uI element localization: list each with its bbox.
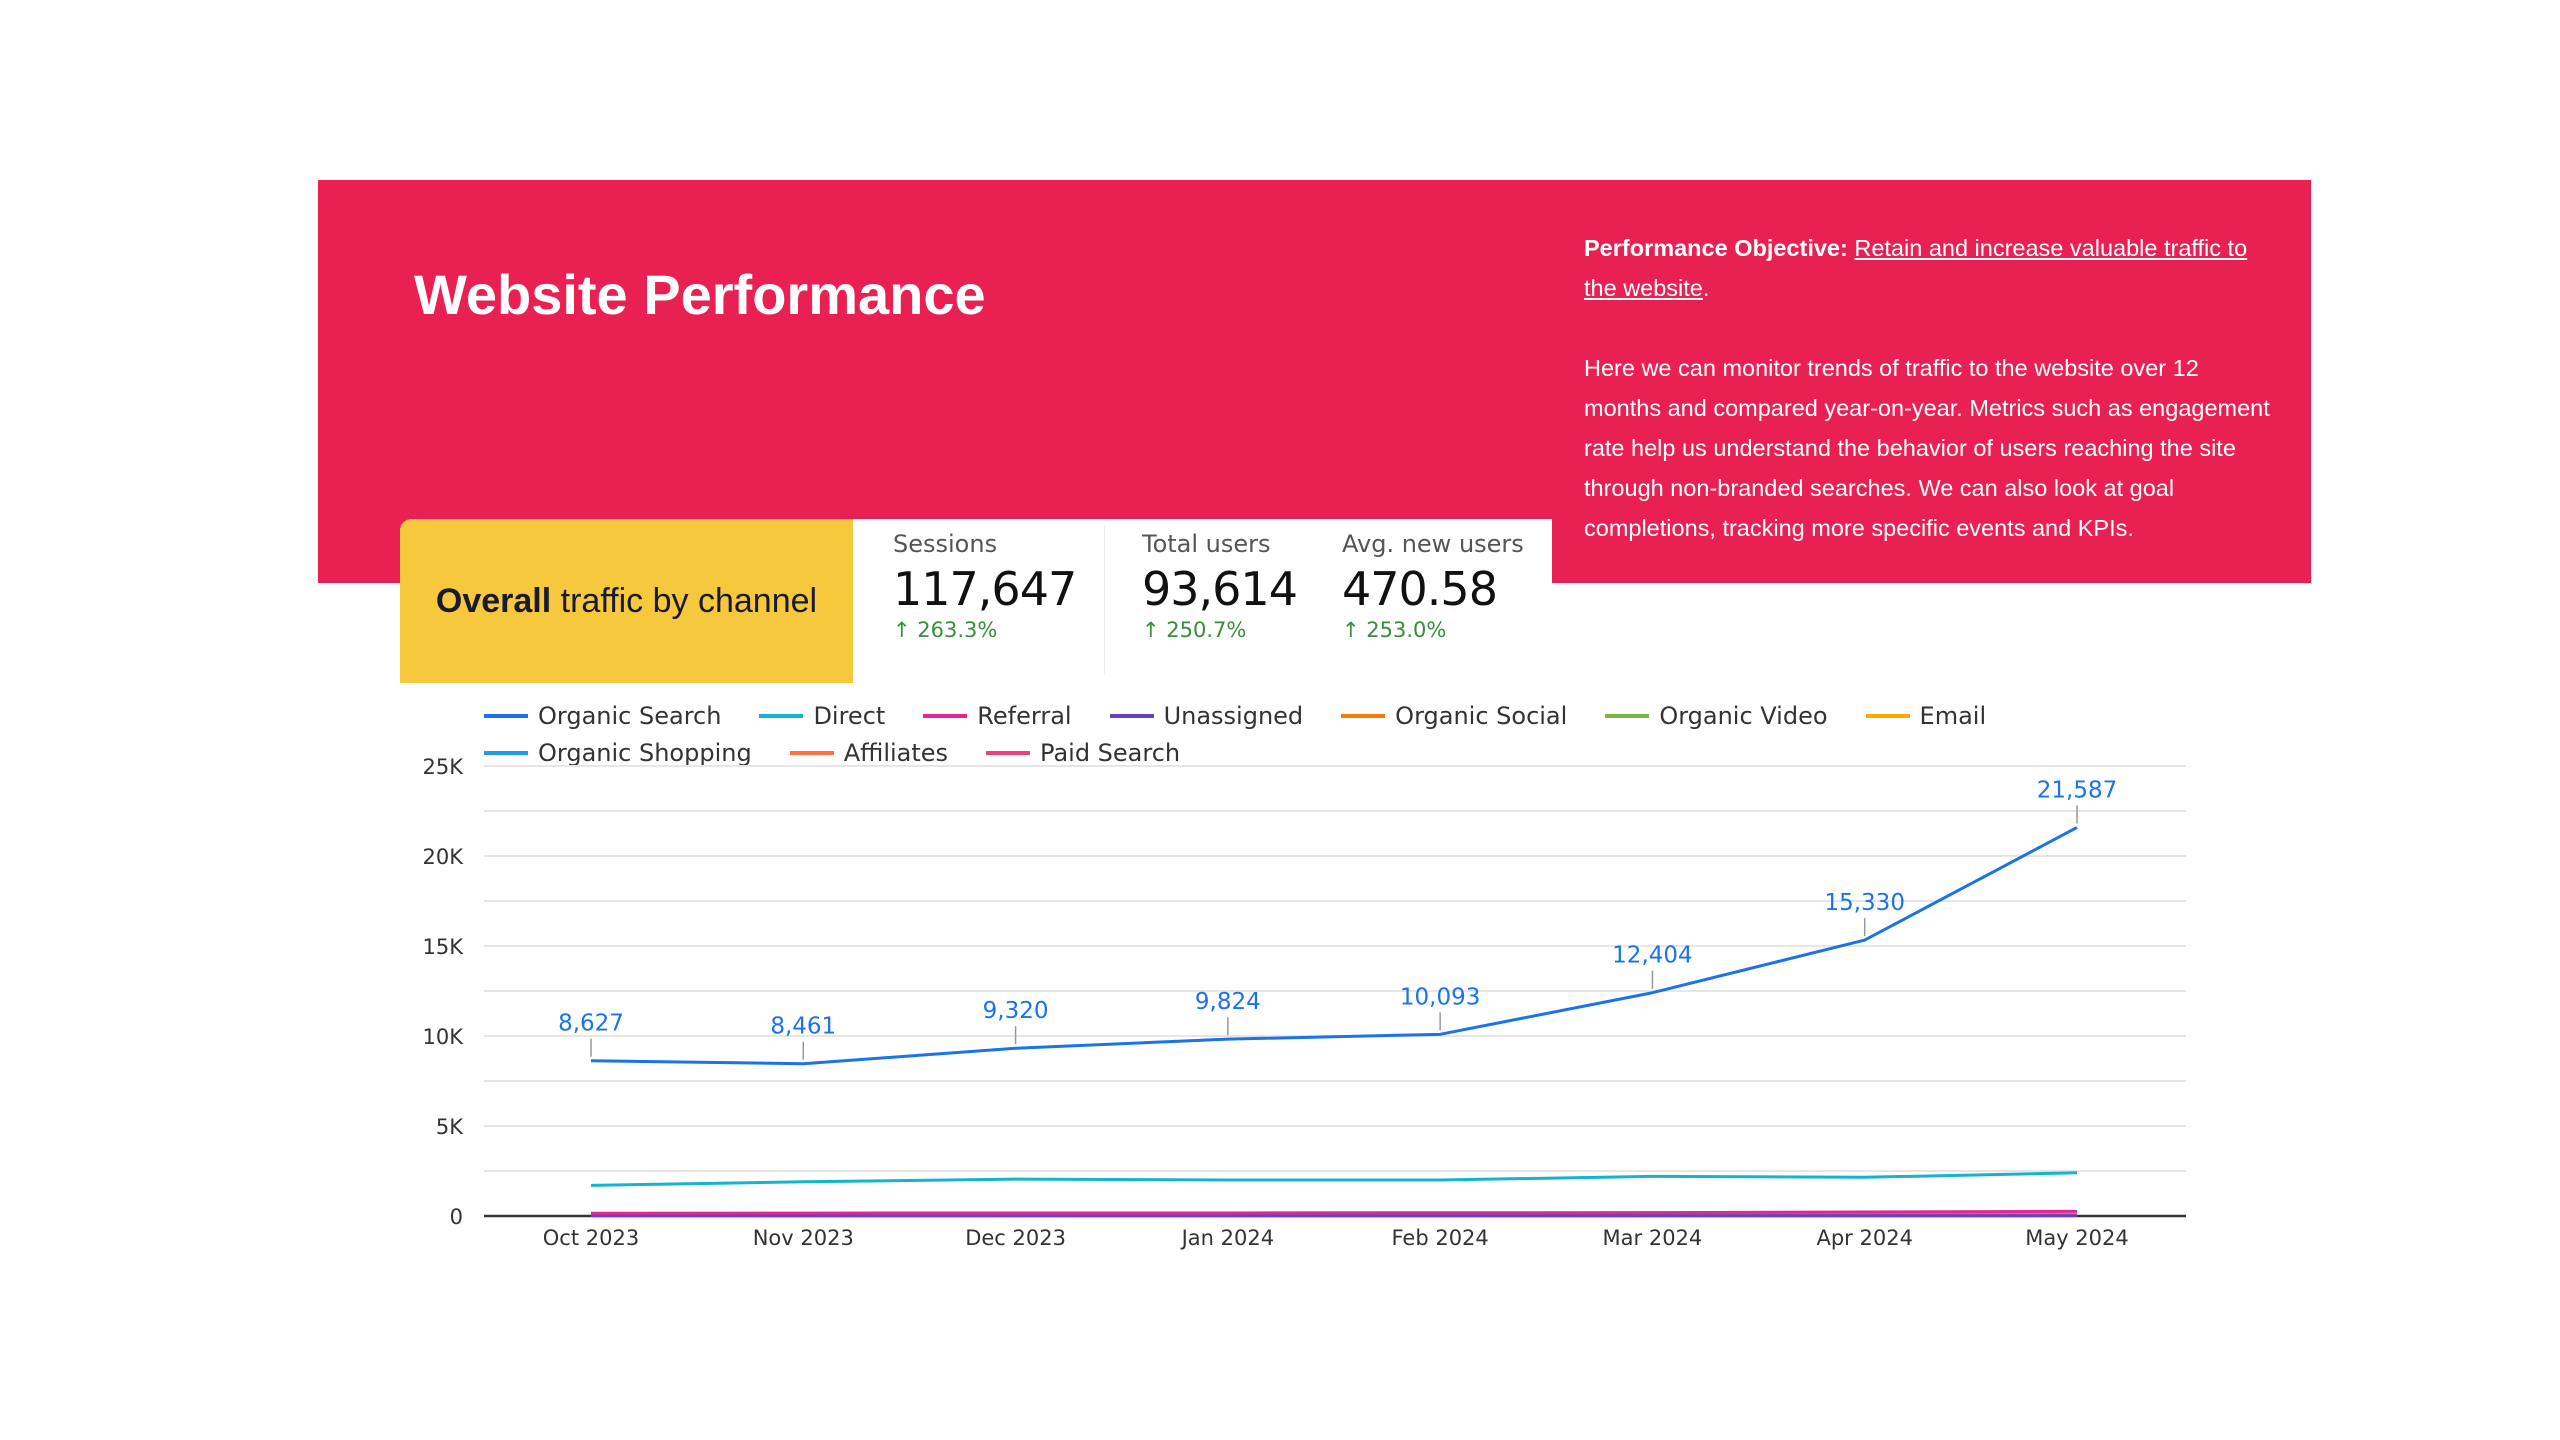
x-tick-label: Jan 2024: [1180, 1226, 1275, 1250]
legend-label: Organic Shopping: [538, 739, 752, 767]
arrow-up-icon: ↑: [1342, 618, 1360, 642]
page-title: Website Performance: [414, 263, 986, 326]
series-line-direct: [590, 1171, 2078, 1187]
arrow-up-icon: ↑: [893, 618, 911, 642]
legend-item[interactable]: Affiliates: [789, 736, 949, 770]
data-label: 9,824: [1195, 989, 1261, 1015]
legend-swatch: [1605, 714, 1650, 718]
data-label: 8,627: [558, 1011, 624, 1037]
legend-swatch: [1341, 714, 1386, 718]
header-banner: [318, 180, 2311, 583]
y-tick-label: 20K: [423, 845, 465, 869]
legend-item[interactable]: Organic Video: [1605, 699, 1828, 733]
data-label: 9,320: [983, 998, 1049, 1024]
objective-label: Performance Objective:: [1584, 235, 1848, 261]
legend-swatch: [759, 714, 804, 718]
chart-legend: Organic Search Direct Referral Unassigned Or…: [484, 696, 2044, 770]
legend-item[interactable]: Direct: [759, 699, 885, 733]
stat-sessions: Sessions 117,647 ↑ 263.3%: [893, 530, 1077, 642]
legend-swatch: [789, 751, 834, 755]
legend-swatch: [484, 714, 528, 718]
legend-swatch: [484, 751, 528, 755]
y-tick-label: 15K: [423, 935, 465, 959]
legend-label: Organic Search: [538, 702, 722, 730]
section-title: Overall traffic by channel: [400, 519, 853, 683]
data-label: 10,093: [1400, 984, 1480, 1010]
legend-label: Organic Social: [1395, 702, 1568, 730]
legend-label: Affiliates: [843, 739, 949, 767]
stat-change-value: 263.3%: [917, 618, 998, 642]
description: Performance Objective: Retain and increa…: [1584, 228, 2274, 588]
stat-change-value: 250.7%: [1166, 618, 1247, 642]
x-tick-label: May 2024: [2025, 1226, 2129, 1250]
y-tick-label: 25K: [423, 755, 465, 779]
stat-label: Total users: [1142, 530, 1271, 558]
y-tick-label: 5K: [436, 1115, 464, 1139]
arrow-up-icon: ↑: [1142, 618, 1160, 642]
legend-item[interactable]: Organic Shopping: [484, 736, 752, 770]
series-line-referral: [590, 1209, 2078, 1215]
legend-swatch: [1865, 714, 1910, 718]
data-label: 12,404: [1612, 943, 1692, 969]
y-tick-label: 10K: [423, 1025, 465, 1049]
stat-avg-new-users: Avg. new users 470.58 ↑ 253.0%: [1342, 530, 1524, 642]
stat-label: Avg. new users: [1342, 530, 1524, 558]
legend-item[interactable]: Unassigned: [1109, 699, 1304, 733]
stat-total-users: Total users 93,614 ↑ 250.7%: [1142, 530, 1298, 642]
x-tick-label: Dec 2023: [965, 1226, 1066, 1250]
legend-item[interactable]: Referral: [923, 699, 1072, 733]
legend-label: Referral: [977, 702, 1072, 730]
stat-change: ↑ 250.7%: [1142, 618, 1297, 642]
legend-swatch: [1109, 714, 1154, 718]
section-title-bold: Overall: [435, 581, 552, 620]
stat-label: Sessions: [893, 530, 998, 558]
objective-end: .: [1702, 275, 1710, 301]
stat-value: 470.58: [1342, 562, 1498, 616]
divider: [1104, 525, 1105, 675]
x-tick-label: Nov 2023: [753, 1226, 854, 1250]
x-tick-label: Feb 2024: [1391, 1226, 1488, 1250]
objective-link[interactable]: Retain and increase valuable traffic to …: [1584, 235, 2248, 301]
data-label: 21,587: [2037, 777, 2117, 803]
legend-label: Unassigned: [1163, 702, 1304, 730]
legend-swatch: [986, 751, 1031, 755]
stat-change-value: 253.0%: [1366, 618, 1447, 642]
legend-swatch: [923, 714, 968, 718]
description-text: Here we can monitor trends of traffic to…: [1584, 355, 2270, 541]
legend-label: Paid Search: [1040, 739, 1181, 767]
legend-item[interactable]: Paid Search: [986, 736, 1180, 770]
legend-item[interactable]: Email: [1865, 699, 1987, 733]
stat-value: 93,614: [1142, 562, 1298, 616]
legend-item[interactable]: Organic Search: [484, 699, 721, 733]
data-label: 15,330: [1824, 890, 1904, 916]
legend-item[interactable]: Organic Social: [1341, 699, 1567, 733]
x-tick-label: Apr 2024: [1816, 1226, 1912, 1250]
stat-change: ↑ 263.3%: [893, 618, 1076, 642]
x-tick-label: Oct 2023: [543, 1226, 639, 1250]
legend-label: Email: [1919, 702, 1987, 730]
y-tick-label: 0: [450, 1205, 463, 1229]
stat-change: ↑ 253.0%: [1342, 618, 1524, 642]
series-line-organic-search: [590, 826, 2078, 1066]
section-title-rest: traffic by channel: [551, 581, 818, 620]
x-tick-label: Mar 2024: [1603, 1226, 1703, 1250]
stat-value: 117,647: [893, 562, 1077, 616]
data-label: 8,461: [770, 1014, 836, 1040]
legend-label: Organic Video: [1659, 702, 1828, 730]
legend-label: Direct: [813, 702, 886, 730]
